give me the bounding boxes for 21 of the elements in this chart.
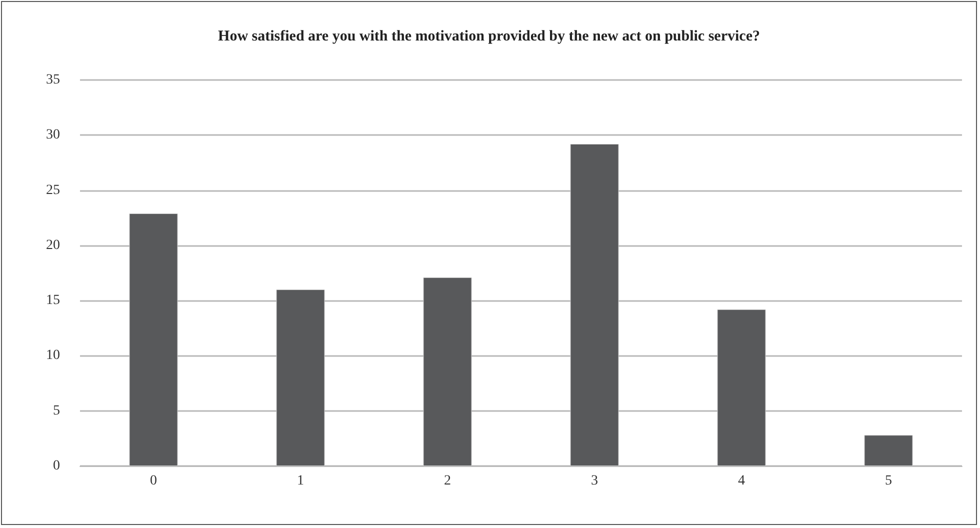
x-tick-label: 1 — [297, 474, 304, 488]
y-tick-label: 10 — [46, 348, 60, 364]
x-tick-label: 0 — [150, 474, 157, 488]
y-tick-label: 35 — [46, 72, 60, 88]
bar — [864, 435, 913, 466]
bar — [570, 144, 619, 466]
y-tick-label: 5 — [53, 403, 60, 418]
bar — [717, 309, 766, 466]
chart-title: How satisfied are you with the motivation provided by the new act on public service? — [218, 28, 760, 44]
bar — [276, 290, 325, 466]
x-tick-label: 4 — [738, 474, 745, 488]
x-tick-label: 2 — [444, 474, 451, 488]
bar — [129, 213, 178, 466]
x-tick-label: 3 — [591, 474, 598, 488]
bar — [423, 277, 472, 466]
y-tick-label: 0 — [53, 458, 60, 474]
y-tick-label: 15 — [46, 293, 60, 308]
y-tick-label: 20 — [46, 238, 60, 253]
y-tick-label: 25 — [46, 182, 60, 198]
y-tick-label: 30 — [46, 128, 60, 143]
x-tick-label: 5 — [885, 474, 892, 488]
